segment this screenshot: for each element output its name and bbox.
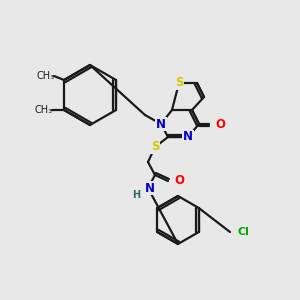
Text: S: S <box>151 140 159 154</box>
Text: O: O <box>215 118 225 130</box>
Text: H: H <box>132 190 140 200</box>
Text: N: N <box>156 118 166 130</box>
Text: Cl: Cl <box>238 227 250 237</box>
Text: CH₃: CH₃ <box>35 105 53 115</box>
Text: N: N <box>145 182 155 194</box>
Text: O: O <box>174 175 184 188</box>
Text: CH₃: CH₃ <box>37 71 55 81</box>
Text: S: S <box>175 76 183 89</box>
Text: N: N <box>183 130 193 143</box>
